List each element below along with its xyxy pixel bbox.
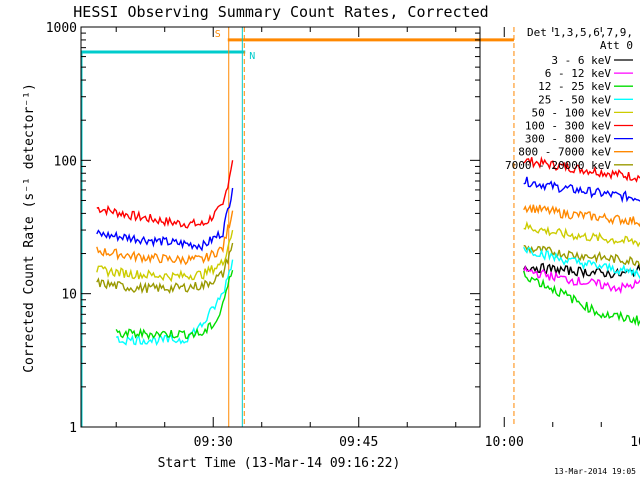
series-line-50-100-kev [96,229,234,283]
y-tick-label: 10 [61,288,77,303]
series-line-3-6-kev [523,262,640,279]
series-line-300-800-kev [96,187,234,252]
flag-layer [81,38,514,54]
y-tick-label: 1000 [46,21,77,36]
series-line-12-25-kev [115,270,234,341]
series-line-12-25-kev [523,270,640,327]
chart-title: HESSI Observing Summary Count Rates, Cor… [73,3,488,21]
night-flag-label: N [249,51,255,62]
series-line-25-50-kev [115,259,234,347]
footer-timestamp: 13-Mar-2014 19:05 [554,467,636,476]
plot-frame [80,26,481,428]
x-tick-label: 09:45 [339,435,378,450]
series-line-100-300-kev [523,155,640,183]
series-line-6-12-kev [523,265,640,295]
legend-label-7000-20000-kev: 7000 - 20000 keV [505,159,611,172]
legend-label-800-7000-kev: 800 - 7000 keV [518,146,611,159]
series-line-7000-20000-kev [523,244,640,268]
y-tick-label: 1 [69,421,77,436]
series-line-300-800-kev [523,176,640,204]
series-line-50-100-kev [523,220,640,248]
y-tick-label: 100 [54,154,77,169]
legend-header-attenuator: Att 0 [600,39,633,52]
series-line-25-50-kev [523,246,640,280]
legend-label-100-300-kev: 100 - 300 keV [525,120,611,133]
series-line-800-7000-kev [96,210,234,266]
legend-header-detectors: Det 1,3,5,6,7,9, [527,26,633,39]
x-tick-label: 09:30 [194,435,233,450]
series-line-800-7000-kev [523,203,640,228]
legend-label-300-800-kev: 300 - 800 keV [525,133,611,146]
legend-label-25-50-kev: 25 - 50 keV [538,93,611,106]
flag-label-layer: SNF [215,29,255,62]
legend-label-50-100-kev: 50 - 100 keV [532,106,612,119]
y-axis-label: Corrected Count Rate (s⁻¹ detector⁻¹) [22,83,37,373]
x-tick-label: 10:15 [630,435,640,450]
y-axis-label-text: Corrected Count Rate (s⁻¹ detector⁻¹) [22,83,37,373]
legend-label-3-6-kev: 3 - 6 keV [551,54,611,67]
saa-flag-label: S [215,29,221,40]
x-tick-label: 10:00 [485,435,524,450]
series-layer [96,155,640,347]
x-axis-label: Start Time (13-Mar-14 09:16:22) [158,456,401,471]
series-line-100-300-kev [96,160,234,229]
series-line-7000-20000-kev [96,242,234,295]
legend-label-6-12-kev: 6 - 12 keV [545,67,612,80]
legend-label-12-25-kev: 12 - 25 keV [538,80,611,93]
